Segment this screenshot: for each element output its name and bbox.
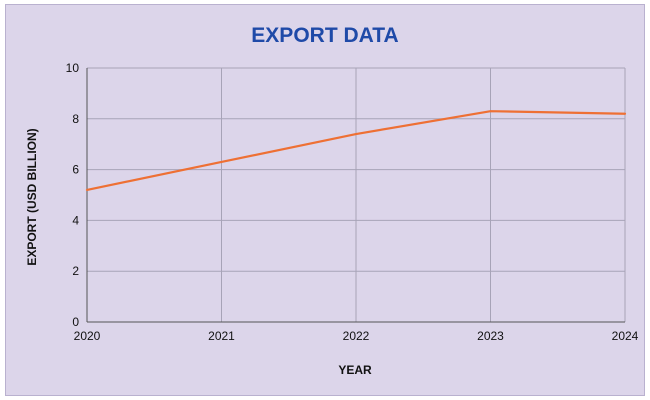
y-tick-label-10: 10 bbox=[66, 61, 80, 75]
x-tick-label-2020: 2020 bbox=[74, 329, 101, 343]
chart-title: EXPORT DATA bbox=[251, 24, 398, 47]
chart-frame bbox=[5, 4, 645, 396]
grid-lines bbox=[86, 67, 626, 323]
y-axis-title: EXPORT (USD BILLION) bbox=[25, 128, 39, 265]
y-tick-label-4: 4 bbox=[72, 213, 79, 227]
y-tick-label-2: 2 bbox=[72, 264, 79, 278]
series-lines bbox=[85, 110, 627, 192]
x-tick-label-2023: 2023 bbox=[477, 329, 504, 343]
y-tick-label-0: 0 bbox=[72, 315, 79, 329]
x-tick-label-2024: 2024 bbox=[612, 329, 639, 343]
y-tick-label-8: 8 bbox=[72, 112, 79, 126]
x-tick-label-2021: 2021 bbox=[208, 329, 235, 343]
x-axis-title: YEAR bbox=[338, 363, 372, 377]
axes bbox=[86, 68, 625, 323]
x-tick-label-2022: 2022 bbox=[343, 329, 370, 343]
series-line-0 bbox=[85, 110, 627, 192]
y-tick-label-6: 6 bbox=[72, 163, 79, 177]
tick-labels: 0 2 4 6 8 10 2020 2021 2022 2023 2024 bbox=[66, 61, 639, 343]
